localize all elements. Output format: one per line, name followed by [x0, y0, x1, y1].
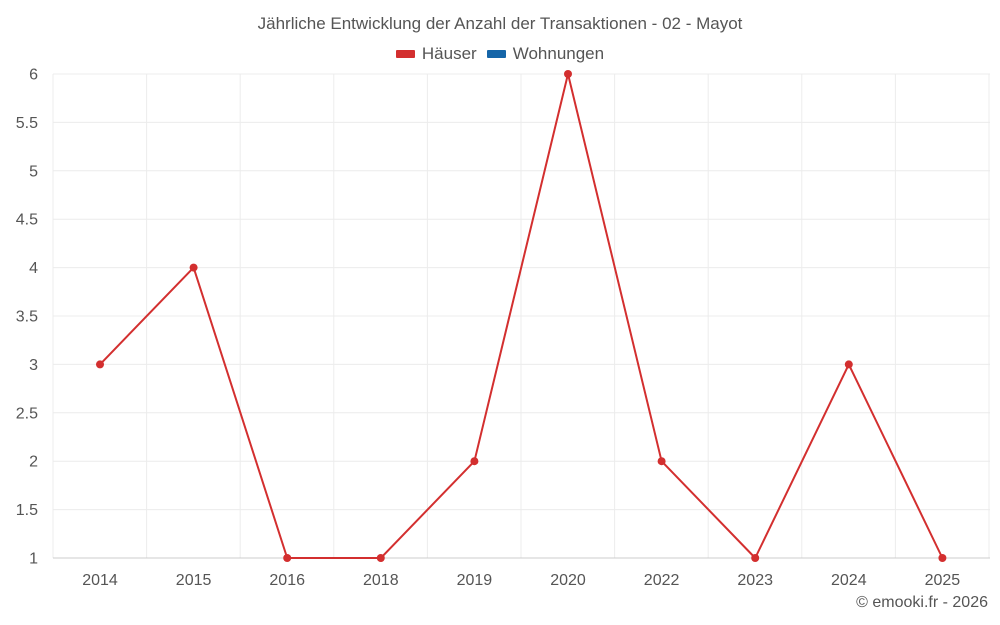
data-point	[470, 457, 479, 466]
data-point	[96, 360, 104, 369]
x-tick-label: 2025	[925, 572, 961, 589]
legend-label-haeuser: Häuser	[421, 44, 477, 63]
series-line-0	[99, 73, 944, 559]
legend-item-haeuser[interactable]: Häuser	[395, 44, 477, 64]
x-tick-label: 2015	[176, 572, 212, 589]
x-tick-label: 2022	[644, 572, 680, 589]
data-point	[283, 554, 292, 562]
data-point	[376, 554, 385, 562]
y-tick-label: 2	[29, 454, 38, 471]
credit-text: © emooki.fr - 2026	[856, 594, 988, 611]
y-tick-label: 6	[29, 67, 38, 84]
data-point	[189, 263, 198, 272]
x-tick-label: 2023	[737, 572, 773, 589]
x-tick-label: 2016	[269, 572, 305, 589]
data-point	[657, 457, 666, 466]
data-point	[564, 70, 572, 78]
x-tick-label: 2019	[457, 572, 493, 589]
legend-item-wohnungen[interactable]: Wohnungen	[486, 44, 605, 64]
y-tick-label: 3	[29, 357, 38, 374]
x-tick-label: 2018	[363, 572, 399, 589]
x-tick-label: 2014	[82, 572, 118, 589]
data-point	[751, 554, 760, 562]
data-point	[844, 360, 853, 369]
x-tick-label: 2020	[550, 572, 586, 589]
chart-legend: Häuser Wohnungen	[0, 44, 1000, 64]
x-tick-label: 2024	[831, 572, 867, 589]
legend-swatch-wohnungen	[486, 50, 506, 58]
legend-swatch-haeuser	[395, 50, 415, 58]
legend-label-wohnungen: Wohnungen	[512, 44, 605, 63]
y-tick-label: 5	[29, 163, 38, 180]
y-tick-label: 1.5	[16, 502, 38, 519]
y-tick-label: 1	[29, 551, 38, 568]
y-tick-label: 3.5	[16, 309, 38, 326]
y-tick-label: 4.5	[16, 212, 38, 229]
chart-title: Jährliche Entwicklung der Anzahl der Tra…	[257, 14, 743, 33]
y-tick-label: 2.5	[16, 405, 38, 422]
y-tick-label: 4	[29, 260, 38, 277]
y-tick-label: 5.5	[16, 115, 38, 132]
data-point	[938, 554, 947, 562]
